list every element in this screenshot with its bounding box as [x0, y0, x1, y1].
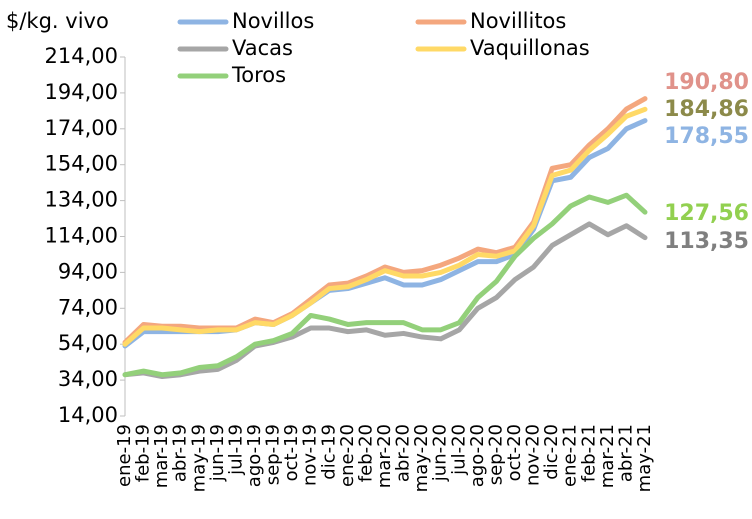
x-tick-label: feb-20	[355, 424, 376, 482]
x-tick-label: sep-20	[485, 424, 506, 485]
x-tick-label: mar-21	[597, 424, 618, 488]
x-tick-label: may-21	[634, 424, 655, 492]
data-label: 113,35	[664, 229, 749, 254]
x-tick-label: dic-20	[541, 424, 562, 480]
x-tick-label: dic-19	[318, 424, 339, 480]
y-tick-label: 194,00	[45, 80, 118, 104]
series-line	[122, 192, 648, 378]
x-tick-label: nov-19	[300, 424, 321, 486]
series-line	[122, 118, 648, 349]
x-tick-label: ago-19	[244, 424, 265, 487]
x-tick-label: jun-19	[207, 424, 228, 482]
y-tick-label: 134,00	[45, 188, 118, 212]
legend-label: Novillos	[232, 9, 314, 33]
data-label: 178,55	[664, 124, 749, 149]
y-tick-label: 154,00	[45, 152, 118, 176]
y-tick-label: 94,00	[58, 259, 118, 283]
legend-label: Vaquillonas	[470, 36, 590, 60]
x-tick-label: abr-21	[615, 424, 636, 482]
y-tick-label: 54,00	[58, 331, 118, 355]
legend-label: Toros	[231, 63, 286, 87]
x-tick-label: nov-20	[523, 424, 544, 486]
y-axis-label: $/kg. vivo	[6, 9, 109, 33]
x-tick-label: oct-19	[281, 424, 302, 481]
x-tick-label: abr-19	[170, 424, 191, 482]
x-tick-label: mar-20	[374, 424, 395, 488]
legend-label: Vacas	[232, 36, 293, 60]
x-tick-label: oct-20	[504, 424, 525, 481]
x-tick-label: mar-19	[151, 424, 172, 488]
x-tick-label: may-20	[411, 424, 432, 492]
x-tick-label: feb-19	[133, 424, 154, 482]
x-tick-label: feb-21	[578, 424, 599, 482]
data-label: 190,80	[664, 70, 749, 95]
data-label: 184,86	[664, 97, 749, 122]
x-tick-label: ene-20	[337, 424, 358, 487]
x-tick-label: ene-19	[114, 424, 135, 487]
x-tick-label: ago-20	[467, 424, 488, 487]
data-label: 127,56	[664, 201, 749, 226]
x-tick-label: jun-20	[430, 424, 451, 482]
series-line	[122, 221, 648, 380]
y-tick-label: 34,00	[58, 367, 118, 391]
x-tick-label: jul-20	[448, 424, 469, 476]
y-tick-label: 14,00	[58, 403, 118, 427]
series-line	[122, 96, 648, 345]
x-tick-label: jul-19	[225, 424, 246, 476]
y-tick-label: 114,00	[45, 224, 118, 248]
x-tick-label: sep-19	[263, 424, 284, 485]
x-tick-label: abr-20	[393, 424, 414, 482]
y-tick-label: 174,00	[45, 116, 118, 140]
legend-label: Novillitos	[470, 9, 566, 33]
y-tick-label: 74,00	[58, 295, 118, 319]
y-tick-label: 214,00	[45, 44, 118, 68]
x-tick-label: ene-21	[560, 424, 581, 487]
series-line	[122, 106, 648, 347]
x-tick-label: may-19	[188, 424, 209, 492]
